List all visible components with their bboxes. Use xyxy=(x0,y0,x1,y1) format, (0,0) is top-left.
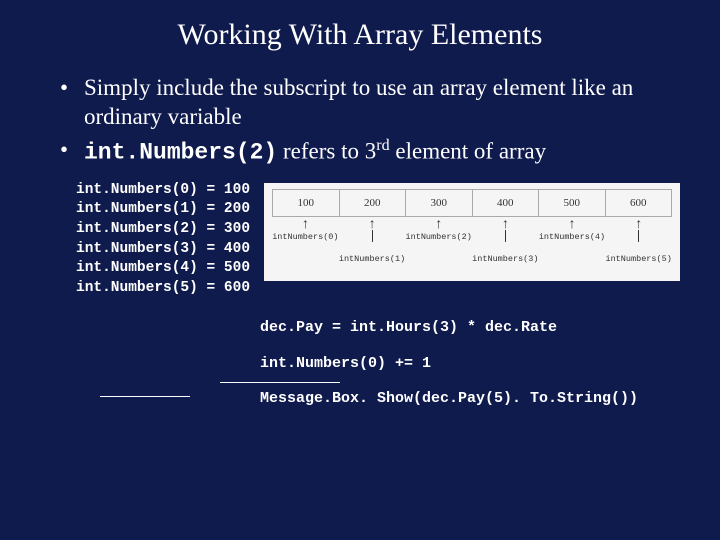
diagram-cell: 300 xyxy=(406,190,473,216)
snippet-2: int.Numbers(0) += 1 xyxy=(260,354,680,374)
diagram-cell: 400 xyxy=(473,190,540,216)
diagram-arrow-col: ↑intNumbers(5) xyxy=(605,217,672,264)
bullet-1: Simply include the subscript to use an a… xyxy=(60,74,680,132)
snippet-1: dec.Pay = int.Hours(3) * dec.Rate xyxy=(260,318,680,338)
bullet-2-code: int.Numbers(2) xyxy=(84,139,277,165)
bullet-2-sup: rd xyxy=(376,137,389,154)
up-arrow-icon: ↑ xyxy=(568,218,576,232)
diagram-label: intNumbers(0) xyxy=(272,232,338,242)
diagram-label: intNumbers(3) xyxy=(472,254,538,264)
diagram-arrow-col: ↑intNumbers(0) xyxy=(272,217,339,264)
diagram-arrow-col: ↑intNumbers(1) xyxy=(339,217,406,264)
slide-title: Working With Array Elements xyxy=(40,18,680,52)
bullet-2-rest: refers to 3 xyxy=(277,138,376,163)
array-diagram: 100200300400500600 ↑intNumbers(0)↑intNum… xyxy=(264,183,680,281)
diagram-arrow-col: ↑intNumbers(3) xyxy=(472,217,539,264)
diagram-label: intNumbers(4) xyxy=(539,232,605,242)
diagram-cells: 100200300400500600 xyxy=(272,189,672,217)
snippet-3: Message.Box. Show(dec.Pay(5). To.String(… xyxy=(260,389,680,409)
diagram-arrows: ↑intNumbers(0)↑intNumbers(1)↑intNumbers(… xyxy=(272,217,672,264)
diagram-cell: 100 xyxy=(273,190,340,216)
decor-line-1 xyxy=(220,382,340,383)
diagram-label: intNumbers(5) xyxy=(605,254,671,264)
diagram-label: intNumbers(2) xyxy=(406,232,472,242)
up-arrow-icon: ↑ xyxy=(434,218,442,232)
diagram-arrow-col: ↑intNumbers(4) xyxy=(539,217,606,264)
bullet-2: int.Numbers(2) refers to 3rd element of … xyxy=(60,136,680,167)
diagram-label: intNumbers(1) xyxy=(339,254,405,264)
assignment-block: int.Numbers(0) = 100 int.Numbers(1) = 20… xyxy=(76,181,250,298)
diagram-cell: 200 xyxy=(340,190,407,216)
diagram-cell: 500 xyxy=(539,190,606,216)
bullet-2-end: element of array xyxy=(390,138,546,163)
bullet-list: Simply include the subscript to use an a… xyxy=(60,74,680,167)
code-snippets: dec.Pay = int.Hours(3) * dec.Rate int.Nu… xyxy=(260,318,680,409)
up-arrow-icon: ↑ xyxy=(301,218,309,232)
decor-line-2 xyxy=(100,396,190,397)
diagram-arrow-col: ↑intNumbers(2) xyxy=(405,217,472,264)
diagram-cell: 600 xyxy=(606,190,672,216)
